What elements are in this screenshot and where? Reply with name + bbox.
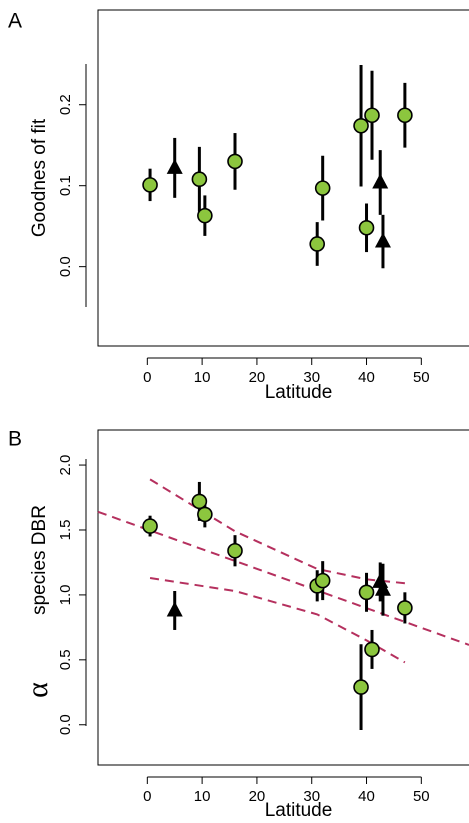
plot-frame <box>97 429 469 766</box>
x-tick-label: 20 <box>249 369 266 386</box>
x-tick-label: 40 <box>358 788 375 805</box>
x-tick-label: 0 <box>143 369 151 386</box>
panel-label: B <box>8 428 22 451</box>
x-tick-label: 10 <box>194 369 211 386</box>
circle-point <box>142 177 158 193</box>
y-tick-label: 0.5 <box>57 649 74 670</box>
y-axis-symbol: α <box>21 682 54 698</box>
x-tick-label: 30 <box>303 788 320 805</box>
x-tick-label: 50 <box>413 788 430 805</box>
triangle-point <box>372 173 389 189</box>
circle-point <box>353 679 369 695</box>
x-tick-label: 30 <box>303 369 320 386</box>
x-tick-label: 50 <box>413 369 430 386</box>
y-tick-label: 1.0 <box>57 584 74 605</box>
plot-frame <box>97 9 469 347</box>
x-axis-label: Latitude <box>265 382 333 403</box>
panel-label: A <box>8 10 22 33</box>
circle-point <box>397 600 413 616</box>
y-tick-label: 2.0 <box>57 455 74 476</box>
circle-point <box>227 153 243 170</box>
panel: A 0 10 20 30 40 50 Latitude 0.0 0.1 0.2 Goodnes of … <box>8 9 469 403</box>
y-axis-label: species DBR <box>29 505 50 615</box>
circle-point <box>358 584 375 601</box>
circle-point <box>142 518 158 534</box>
y-tick-label: 1.5 <box>57 520 74 541</box>
panel: B 0 10 20 30 40 50 Latitude 0.0 0.5 1.0 1.5 2.0 speci… <box>8 428 469 821</box>
y-tick-label: 0.1 <box>57 175 74 196</box>
circle-point <box>314 572 331 589</box>
circle-point <box>309 236 326 252</box>
y-tick-label: 0.2 <box>57 94 74 115</box>
circle-point <box>191 171 208 188</box>
x-tick-label: 20 <box>249 788 266 805</box>
triangle-point <box>374 580 391 596</box>
y-tick-label: 0.0 <box>57 256 74 277</box>
circle-point <box>197 207 213 224</box>
circle-point <box>197 506 213 523</box>
x-tick-label: 10 <box>194 788 211 805</box>
triangle-point <box>166 601 183 617</box>
triangle-point <box>374 232 391 248</box>
circle-point <box>191 493 208 510</box>
circle-point <box>353 117 369 134</box>
fit-line <box>149 478 405 585</box>
circle-point <box>364 641 380 658</box>
x-tick-label: 40 <box>358 369 375 386</box>
fit-line <box>97 510 469 646</box>
triangle-point <box>166 158 183 174</box>
y-tick-label: 0.0 <box>57 714 74 735</box>
circle-point <box>364 107 380 124</box>
y-axis-label: Goodnes of fit <box>29 118 50 237</box>
circle-point <box>397 107 413 124</box>
x-tick-label: 0 <box>143 788 151 805</box>
circle-point <box>314 180 331 196</box>
x-axis-label: Latitude <box>265 800 333 821</box>
circle-point <box>227 542 243 559</box>
circle-point <box>358 219 375 236</box>
